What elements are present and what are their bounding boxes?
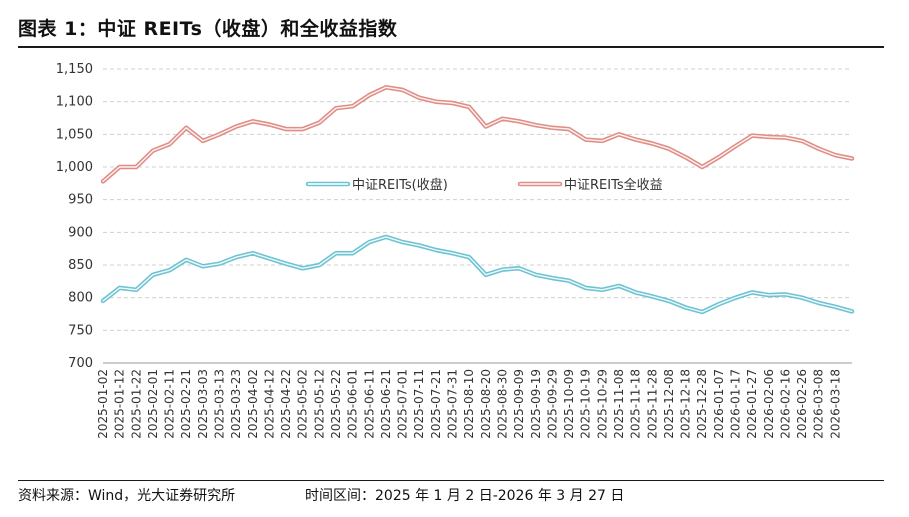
legend-label: 中证REITs(收盘) — [352, 177, 448, 193]
y-tick-label: 900 — [68, 225, 93, 240]
x-tick-label: 2025-09-29 — [545, 369, 559, 439]
x-tick-label: 2026-01-17 — [728, 369, 742, 439]
footer-rule — [18, 480, 884, 481]
series-line-inner-0 — [102, 236, 853, 313]
x-tick-label: 2025-08-30 — [495, 369, 509, 439]
x-tick-label: 2025-12-18 — [679, 369, 693, 439]
x-tick-label: 2026-02-16 — [778, 369, 792, 439]
line-chart: 700 750 800 850 900 950 1,000 1,050 1,100 1,150 2… — [56, 62, 855, 439]
x-tick-label: 2025-04-12 — [262, 369, 276, 439]
x-tick-label: 2025-11-18 — [629, 369, 643, 439]
x-tick-label: 2025-07-21 — [429, 369, 443, 439]
x-tick-label: 2025-07-01 — [396, 369, 410, 439]
x-tick-label: 2025-02-01 — [146, 369, 160, 439]
series-group — [100, 85, 855, 315]
x-tick-label: 2025-05-02 — [296, 369, 310, 439]
x-tick-label: 2026-02-26 — [795, 369, 809, 439]
x-tick-label: 2025-09-19 — [529, 369, 543, 439]
x-tick-label: 2025-02-11 — [163, 369, 177, 439]
legend: 中证REITs(收盘) 中证REITs全收益 — [305, 177, 663, 193]
x-tick-label: 2025-01-22 — [129, 369, 143, 439]
series-line-outer-0 — [100, 234, 855, 315]
x-tick-label: 2026-01-07 — [712, 369, 726, 439]
x-tick-label: 2025-01-02 — [96, 369, 110, 439]
x-tick-label: 2025-04-22 — [279, 369, 293, 439]
y-axis-ticks: 700 750 800 850 900 950 1,000 1,050 1,100 1,150 — [56, 62, 93, 371]
y-tick-label: 800 — [68, 291, 93, 306]
x-tick-label: 2025-05-12 — [312, 369, 326, 439]
x-tick-label: 2025-06-11 — [362, 369, 376, 439]
y-tick-label: 1,150 — [56, 62, 93, 77]
x-tick-label: 2025-05-22 — [329, 369, 343, 439]
series-line-inner-1 — [102, 86, 853, 183]
y-tick-label: 1,050 — [56, 127, 93, 142]
x-tick-label: 2025-08-20 — [479, 369, 493, 439]
x-tick-label: 2025-03-23 — [229, 369, 243, 439]
x-tick-label: 2025-06-21 — [379, 369, 393, 439]
x-tick-label: 2025-11-28 — [645, 369, 659, 439]
x-tick-label: 2025-12-08 — [662, 369, 676, 439]
source-note: 资料来源：Wind，光大证券研究所 — [18, 488, 236, 504]
page-title: 图表 1：中证 REITs（收盘）和全收益指数 — [18, 18, 398, 40]
gridlines — [103, 68, 852, 331]
y-tick-label: 1,000 — [56, 160, 93, 175]
x-tick-label: 2025-08-10 — [462, 369, 476, 439]
x-tick-label: 2025-11-08 — [612, 369, 626, 439]
x-tick-label: 2025-06-01 — [346, 369, 360, 439]
x-tick-label: 2025-03-13 — [213, 369, 227, 439]
x-tick-label: 2026-03-08 — [812, 369, 826, 439]
y-tick-label: 950 — [68, 193, 93, 208]
x-tick-label: 2025-09-09 — [512, 369, 526, 439]
title-rule — [18, 46, 884, 48]
x-axis-ticks: 2025-01-02 2025-01-12 2025-01-22 2025-02-01… — [96, 369, 842, 439]
y-tick-label: 750 — [68, 323, 93, 338]
x-tick-label: 2026-03-18 — [828, 369, 842, 439]
x-tick-label: 2025-10-09 — [562, 369, 576, 439]
x-tick-label: 2025-10-29 — [595, 369, 609, 439]
period-note: 时间区间：2025 年 1 月 2 日-2026 年 3 月 27 日 — [305, 488, 625, 504]
y-tick-label: 850 — [68, 258, 93, 273]
y-tick-label: 1,100 — [56, 95, 93, 110]
x-tick-label: 2025-07-11 — [412, 369, 426, 439]
x-tick-label: 2025-12-28 — [695, 369, 709, 439]
x-tick-label: 2025-04-02 — [246, 369, 260, 439]
y-tick-label: 700 — [68, 356, 93, 371]
x-tick-label: 2026-02-06 — [762, 369, 776, 439]
x-tick-label: 2026-01-27 — [745, 369, 759, 439]
x-tick-label: 2025-10-19 — [579, 369, 593, 439]
x-tick-label: 2025-02-21 — [179, 369, 193, 439]
x-tick-label: 2025-07-31 — [446, 369, 460, 439]
x-tick-label: 2025-01-12 — [113, 369, 127, 439]
legend-label: 中证REITs全收益 — [564, 177, 663, 193]
x-tick-label: 2025-03-03 — [196, 369, 210, 439]
